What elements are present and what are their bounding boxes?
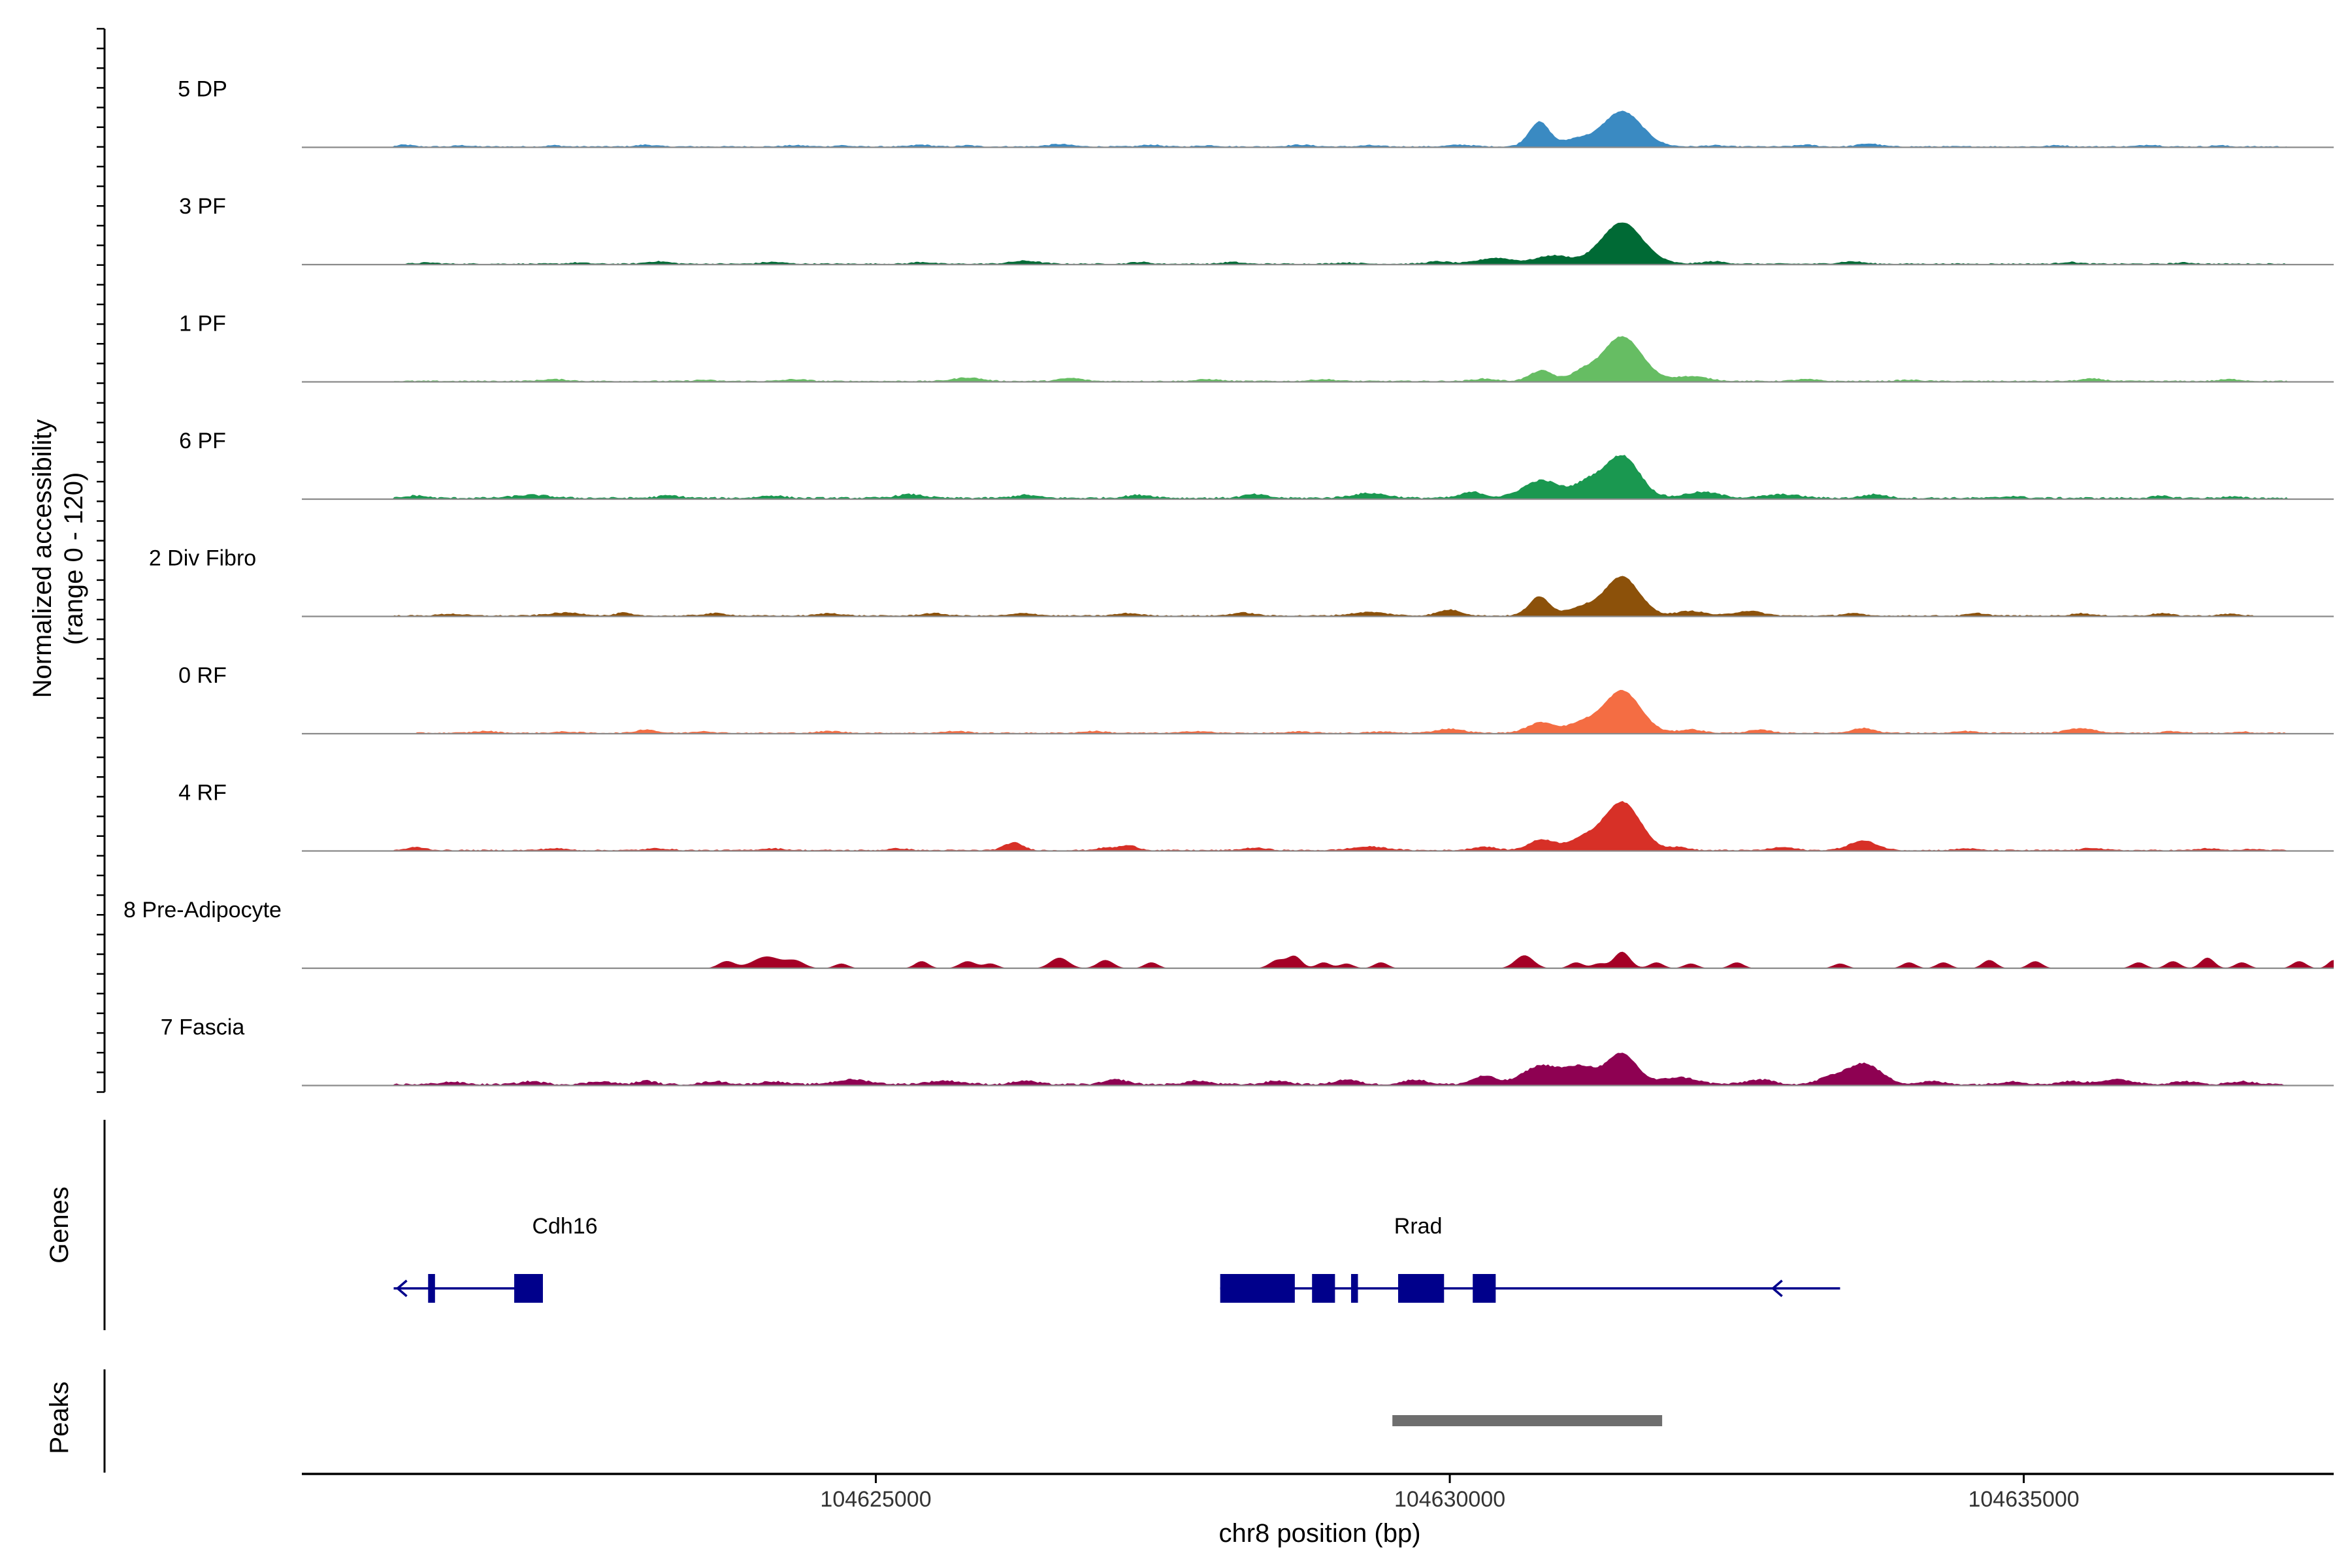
- exon-rrad-5: [1473, 1274, 1496, 1303]
- track-label: 8 Pre-Adipocyte: [123, 898, 282, 923]
- genes-track-label: Genes: [45, 1186, 74, 1264]
- track-8-pre-adipocyte: 8 Pre-Adipocyte: [123, 898, 2334, 970]
- coverage-area-7-fascia: [302, 1053, 2334, 1086]
- track-4-rf: 4 RF: [178, 781, 2334, 852]
- peaks-track-label: Peaks: [45, 1381, 74, 1454]
- track-label: 4 RF: [178, 781, 227, 806]
- axes: 104625000 104630000 104635000: [97, 27, 2334, 1512]
- coverage-tracks: 5 DP 3 PF 1 PF 6 PF 2 Div Fibro 0 RF 4 RF 8 Pre…: [123, 77, 2334, 1086]
- track-0-rf: 0 RF: [178, 663, 2334, 735]
- track-label: 7 Fascia: [161, 1015, 245, 1040]
- track-label: 2 Div Fibro: [149, 546, 256, 571]
- strand-arrow: [395, 1279, 408, 1298]
- track-6-pf: 6 PF: [179, 429, 2334, 500]
- track-7-fascia: 7 Fascia: [161, 1015, 2334, 1086]
- exon-cdh16-2: [514, 1274, 543, 1303]
- genes-track: Cdh16 Rrad: [393, 1214, 1840, 1303]
- exon-rrad-3: [1350, 1274, 1358, 1303]
- exon-rrad-4: [1397, 1274, 1445, 1303]
- y-axis-title-line2: (range 0 - 120): [59, 472, 88, 645]
- peak-region-1: [1392, 1415, 1663, 1426]
- x-tick-label: 104635000: [1968, 1487, 2079, 1512]
- track-5-dp: 5 DP: [178, 77, 2334, 148]
- track-label: 5 DP: [178, 77, 227, 102]
- peaks-track: [1392, 1415, 1663, 1426]
- y-axis-title-line1: Normalized accessibility: [28, 419, 57, 698]
- strand-arrow: [1771, 1279, 1783, 1298]
- gene-name: Cdh16: [532, 1214, 597, 1239]
- x-axis-title: chr8 position (bp): [1218, 1519, 1420, 1548]
- track-1-pf: 1 PF: [179, 312, 2334, 383]
- track-2-div-fibro: 2 Div Fibro: [149, 546, 2334, 617]
- gene-name: Rrad: [1394, 1214, 1443, 1239]
- exon-cdh16-1: [428, 1274, 435, 1303]
- x-tick-label: 104625000: [820, 1487, 931, 1512]
- track-3-pf: 3 PF: [179, 194, 2334, 266]
- exon-rrad-1: [1220, 1274, 1295, 1303]
- track-label: 6 PF: [179, 429, 226, 453]
- x-tick-label: 104630000: [1394, 1487, 1505, 1512]
- track-label: 1 PF: [179, 312, 226, 336]
- gene-cdh16: Cdh16: [393, 1214, 598, 1303]
- track-label: 0 RF: [178, 663, 227, 688]
- gene-rrad: Rrad: [1220, 1214, 1840, 1303]
- track-label: 3 PF: [179, 194, 226, 219]
- exon-rrad-2: [1312, 1274, 1335, 1303]
- coverage-area-8-pre-adipocyte: [302, 951, 2334, 968]
